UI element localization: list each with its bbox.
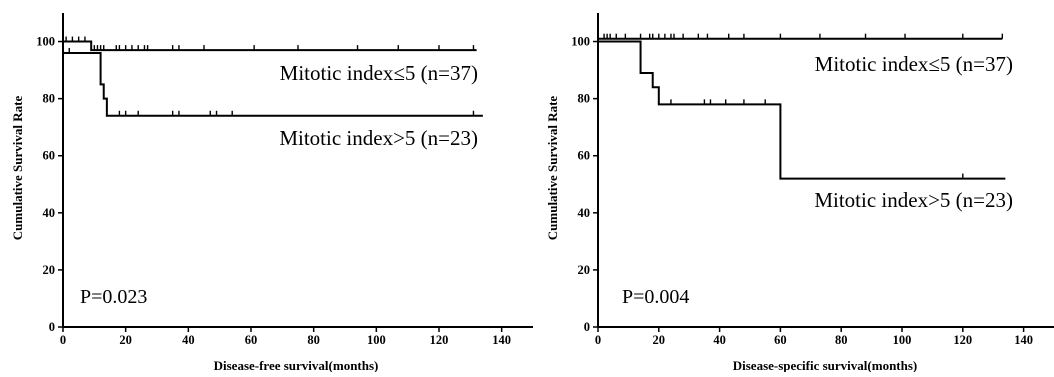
y-tick-label: 80 <box>578 92 591 106</box>
series-label-1: Mitotic index≤5 (n=37) <box>815 52 1013 76</box>
x-tick-label: 0 <box>60 333 66 347</box>
y-tick-label: 40 <box>43 206 56 220</box>
survival-curve-2 <box>598 40 1006 180</box>
y-tick-label: 0 <box>584 320 590 334</box>
x-tick-label: 140 <box>492 333 511 347</box>
x-tick-label: 120 <box>953 333 972 347</box>
y-tick-label: 60 <box>578 149 591 163</box>
chart-panel-2: 0 20 40 60 80 100 120 140 0 20 40 60 80 100 Disease-sp… <box>545 13 1054 373</box>
y-tick-label: 100 <box>571 35 590 49</box>
p-value-label: P=0.004 <box>622 286 689 308</box>
x-tick-label: 80 <box>307 333 320 347</box>
x-tick-label: 20 <box>653 333 666 347</box>
x-tick-label: 100 <box>893 333 912 347</box>
y-axis-title: Cumulative Survival Rate <box>545 96 560 241</box>
y-tick-label: 80 <box>43 92 56 106</box>
series-label-1: Mitotic index≤5 (n=37) <box>280 61 478 85</box>
x-tick-label: 60 <box>774 333 787 347</box>
y-tick-label: 40 <box>578 206 591 220</box>
series-label-2: Mitotic index>5 (n=23) <box>814 188 1013 212</box>
y-tick-label: 20 <box>578 263 591 277</box>
y-axis-title: Cumulative Survival Rate <box>10 96 25 241</box>
x-tick-label: 120 <box>430 333 449 347</box>
x-axis-title: Disease-specific survival(months) <box>733 358 918 372</box>
survival-curve-2 <box>63 51 483 117</box>
x-tick-label: 40 <box>182 333 195 347</box>
x-axis-title: Disease-free survival(months) <box>214 358 379 372</box>
y-tick-label: 20 <box>43 263 56 277</box>
series-label-2: Mitotic index>5 (n=23) <box>279 126 478 150</box>
p-value-label: P=0.023 <box>80 286 147 308</box>
x-tick-label: 0 <box>595 333 601 347</box>
chart-panel-1: 0 20 40 60 80 100 120 140 0 20 40 60 80 100 Disease-fr… <box>10 13 533 373</box>
y-tick-label: 100 <box>36 35 55 49</box>
x-tick-label: 100 <box>367 333 386 347</box>
y-tick-label: 60 <box>43 149 56 163</box>
survival-curve-1 <box>63 40 477 52</box>
x-tick-label: 60 <box>245 333 258 347</box>
x-tick-label: 80 <box>835 333 848 347</box>
x-tick-label: 40 <box>713 333 726 347</box>
x-tick-label: 140 <box>1014 333 1033 347</box>
y-tick-label: 0 <box>49 320 55 334</box>
x-tick-label: 20 <box>119 333 132 347</box>
